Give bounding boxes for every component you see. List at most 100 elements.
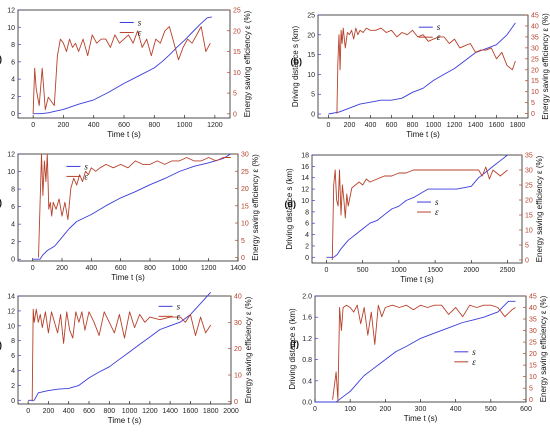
panel-a: 0 200 400 600 800 1000 1200 0 2 4 6 8 10 12 0 5 10 15 20 25… xyxy=(0,8,252,140)
y-tick-label: 0.0 xyxy=(302,400,312,407)
y-tick-label: 2 xyxy=(11,239,15,246)
legend-label: ε xyxy=(437,32,441,42)
y-axis-label: Driving distance s (km) xyxy=(288,308,297,390)
x-tick-label: 600 xyxy=(118,122,130,129)
x-tick-label: 1000 xyxy=(172,265,188,272)
x-tick-label: 2500 xyxy=(500,267,516,274)
y-tick-label: 2 xyxy=(11,383,15,390)
y2-tick-label: 0 xyxy=(529,397,533,404)
y2-tick-label: 0 xyxy=(525,258,529,265)
series-line-efficiency xyxy=(31,308,212,402)
plot-frame xyxy=(314,295,527,403)
y2-tick-label: 30 xyxy=(234,320,242,327)
legend-label: s xyxy=(437,22,441,32)
x-tick-label: 0 xyxy=(31,122,35,129)
x-tick-label: 600 xyxy=(115,265,127,272)
y-tick-label: 8 xyxy=(11,42,15,49)
y-tick-label: 10 xyxy=(307,72,315,79)
y-tick-label: 20 xyxy=(307,32,315,39)
y2-tick-label: 10 xyxy=(233,70,241,77)
panel-e: 0 200 400 600 800 1000 1200 1400 1600 1800 2000024… xyxy=(0,291,253,425)
y-tick-label: 5 xyxy=(311,92,315,99)
panel-label: (f) xyxy=(290,339,299,349)
y-tick-label: 6 xyxy=(11,204,15,211)
x-tick-label: 1800 xyxy=(203,408,219,415)
x-tick-label: 0 xyxy=(327,122,331,129)
y2-tick-label: 0 xyxy=(531,111,535,118)
x-tick-label: 1200 xyxy=(207,122,223,129)
x-tick-label: 1600 xyxy=(183,408,199,415)
x-tick-label: 1400 xyxy=(230,265,246,272)
panel-label: (e) xyxy=(0,340,2,350)
x-tick-label: 1400 xyxy=(468,122,484,129)
y-tick-label: 0 xyxy=(311,112,315,119)
y2-tick-label: 20 xyxy=(241,186,249,193)
x-tick-label: 600 xyxy=(83,408,95,415)
y-tick-label: 10 xyxy=(301,198,309,205)
y-tick-label: 4 xyxy=(11,222,15,229)
x-axis-label: Time t (s) xyxy=(406,130,440,139)
panel-label: (b) xyxy=(291,56,303,66)
plot-frame xyxy=(317,14,529,119)
panel-d: 0 500 1000 1500 2000 2500 0 2 4 6 8 10 12 14 16 18 0 5 10 1… xyxy=(285,153,545,285)
y2-tick-label: 40 xyxy=(234,294,242,301)
x-axis-label: Time t (s) xyxy=(107,130,141,139)
x-tick-label: 300 xyxy=(415,406,427,413)
y-tick-label: 18 xyxy=(301,153,309,160)
y-tick-label: 0.4 xyxy=(302,378,312,385)
legend-label: ε xyxy=(435,207,439,217)
y-tick-label: 6 xyxy=(11,59,15,66)
y-tick-label: 25 xyxy=(307,13,315,20)
y2-tick-label: 20 xyxy=(531,67,539,74)
series-line-efficiency xyxy=(336,27,516,114)
series-line-distance xyxy=(326,154,508,258)
y-tick-label: 8 xyxy=(11,338,15,345)
legend-label: s xyxy=(435,197,439,207)
panel-c: 0 200 400 600 800 1000 1200 1400 0 2 4 6 8 10 12 0 5 10 15… xyxy=(0,152,260,283)
y2-tick-label: 5 xyxy=(525,243,529,250)
y-tick-label: 12 xyxy=(7,308,15,315)
x-tick-label: 1200 xyxy=(447,122,463,129)
y2-tick-label: 40 xyxy=(531,23,539,30)
x-tick-label: 0 xyxy=(26,408,30,415)
y-tick-label: 4 xyxy=(305,232,309,239)
y2-tick-label: 20 xyxy=(525,198,533,205)
y2-tick-label: 10 xyxy=(241,221,249,228)
plot-frame xyxy=(311,154,523,264)
y2-tick-label: 30 xyxy=(529,328,537,335)
x-tick-label: 1200 xyxy=(201,265,217,272)
x-tick-label: 800 xyxy=(407,122,419,129)
legend-label: ε xyxy=(138,27,142,37)
y2-tick-label: 0 xyxy=(241,255,245,262)
series-line-distance xyxy=(315,300,516,403)
x-tick-label: 200 xyxy=(379,406,391,413)
x-tick-label: 400 xyxy=(85,265,97,272)
y-tick-label: 2 xyxy=(11,94,15,101)
y2-tick-label: 15 xyxy=(241,203,249,210)
x-tick-label: 600 xyxy=(386,122,398,129)
y-tick-label: 14 xyxy=(7,294,15,301)
x-tick-label: 1800 xyxy=(510,122,526,129)
y2-tick-label: 5 xyxy=(529,386,533,393)
series-line-efficiency xyxy=(38,153,231,258)
y-tick-label: 12 xyxy=(301,187,309,194)
x-axis-label: Time t (s) xyxy=(404,414,438,423)
x-tick-label: 1500 xyxy=(427,267,443,274)
y2-tick-label: 25 xyxy=(241,169,249,176)
legend-label: ε xyxy=(472,357,476,367)
y2-tick-label: 30 xyxy=(241,152,249,159)
x-axis-label: Time t (s) xyxy=(108,416,142,425)
y2-tick-label: 25 xyxy=(233,8,241,15)
y-tick-label: 0.8 xyxy=(302,357,312,364)
y2-tick-label: 20 xyxy=(233,28,241,35)
y-tick-label: 6 xyxy=(11,353,15,360)
series-line-distance xyxy=(328,22,516,115)
y-tick-label: 4 xyxy=(11,77,15,84)
x-tick-label: 200 xyxy=(43,408,55,415)
x-tick-label: 1000 xyxy=(426,122,442,129)
y2-tick-label: 5 xyxy=(531,100,535,107)
y-tick-label: 0 xyxy=(305,255,309,262)
y-tick-label: 2 xyxy=(305,243,309,250)
x-tick-label: 1600 xyxy=(489,122,505,129)
y2-tick-label: 25 xyxy=(529,340,537,347)
